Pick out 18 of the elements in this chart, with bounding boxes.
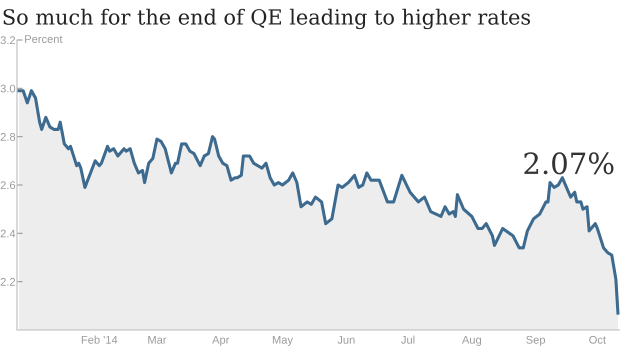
x-tick-label: Oct [589, 336, 606, 344]
x-tick-label: Feb '14 [82, 336, 118, 344]
x-tick-label: Apr [212, 336, 230, 346]
y-tick-label: 2.8 [0, 132, 16, 141]
x-tick-label: Jun [338, 336, 355, 344]
x-tick-label: May [272, 336, 293, 346]
y-tick-label: 2.6 [0, 181, 16, 190]
x-tick-label: Jul [401, 336, 414, 344]
x-tick-label: Aug [462, 336, 481, 346]
y-axis-title: Percent [25, 35, 62, 43]
y-tick-label: 3.0 [0, 84, 16, 92]
y-tick-label: 2.4 [0, 230, 16, 238]
x-tick-label: Sep [526, 336, 546, 346]
x-tick-label: Mar [148, 336, 166, 344]
chart-title: So much for the end of QE leading to higher rates [4, 8, 530, 30]
y-tick-label: 2.2 [0, 278, 16, 286]
annotation: 2.07% [524, 152, 614, 174]
y-tick-label: 3.2 [0, 36, 16, 44]
